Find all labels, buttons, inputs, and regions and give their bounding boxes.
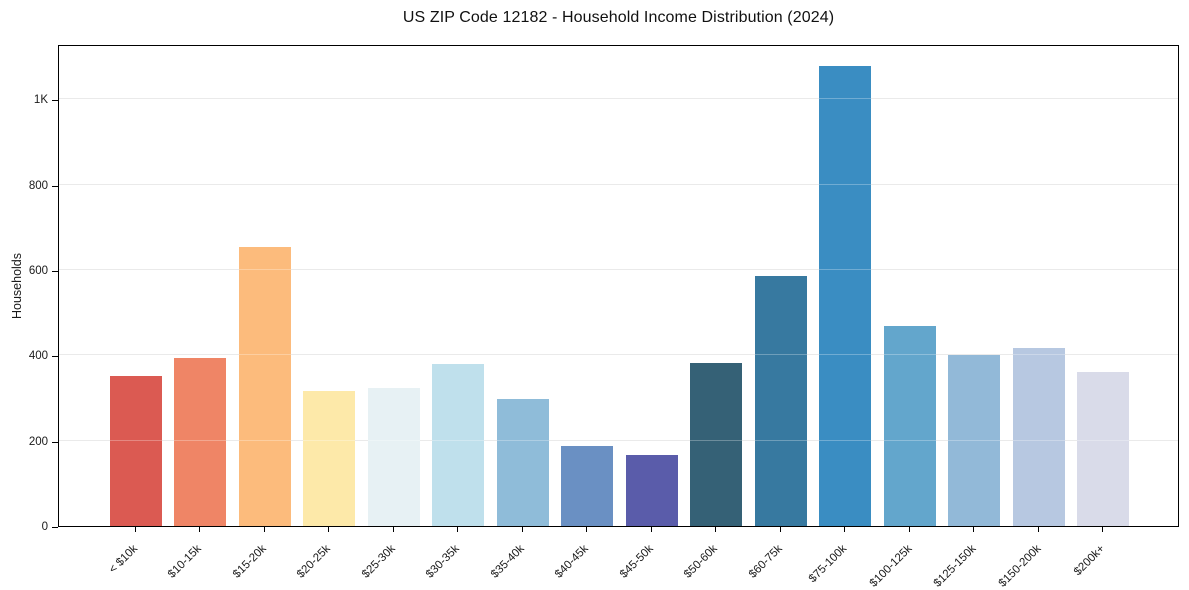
y-tick-label: 800 — [28, 179, 48, 192]
gridline — [59, 269, 1178, 271]
x-tick-mark — [715, 527, 717, 532]
x-tick-label: $30-35k — [424, 542, 463, 581]
bar-$40-45k — [561, 445, 614, 526]
x-tick-mark — [779, 527, 781, 532]
y-tick-mark — [52, 185, 58, 187]
bar-$75-100k — [819, 66, 872, 526]
y-tick-label: 0 — [41, 521, 48, 533]
gridline-overlay — [59, 98, 1178, 100]
bar-$200k+ — [1077, 372, 1130, 526]
chart-title: US ZIP Code 12182 - Household Income Dis… — [402, 9, 835, 26]
gridline-overlay — [59, 439, 1178, 441]
gridline — [59, 439, 1178, 441]
y-tick-mark — [52, 441, 58, 443]
x-tick-mark — [908, 527, 910, 532]
x-tick-label: $25-30k — [359, 542, 398, 581]
x-tick-label: $75-100k — [807, 542, 850, 586]
x-tick-label: $40-45k — [553, 542, 592, 581]
x-tick-mark — [973, 527, 975, 532]
bar-$20-25k — [303, 390, 356, 526]
bar-$45-50k — [625, 455, 678, 526]
x-tick-label: $60-75k — [746, 542, 785, 581]
gridline — [59, 183, 1178, 185]
x-tick-label: $125-150k — [931, 542, 979, 590]
y-tick-mark — [52, 356, 58, 358]
x-tick-label: $10-15k — [166, 542, 205, 581]
x-tick-mark — [1102, 527, 1104, 532]
x-tick-mark — [650, 527, 652, 532]
y-tick-mark — [52, 271, 58, 273]
x-tick-mark — [199, 527, 201, 532]
x-tick-mark — [134, 527, 136, 532]
x-tick-mark — [844, 527, 846, 532]
x-tick-mark — [328, 527, 330, 532]
x-tick-label: $100-125k — [867, 542, 915, 590]
y-tick-label: 600 — [28, 265, 48, 278]
x-tick-mark — [263, 527, 265, 532]
x-tick-mark — [457, 527, 459, 532]
gridline-overlay — [59, 183, 1178, 185]
x-tick-label: $15-20k — [230, 542, 269, 581]
y-tick-label: 400 — [28, 350, 48, 363]
x-tick-mark — [1037, 527, 1039, 532]
bar-< $10k — [109, 376, 162, 526]
x-tick-label: $45-50k — [617, 542, 656, 581]
x-tick-mark — [586, 527, 588, 532]
gridline-overlay — [59, 354, 1178, 356]
gridline — [59, 98, 1178, 100]
bar-$35-40k — [496, 398, 549, 526]
bar-$15-20k — [238, 247, 291, 526]
y-axis-title: Households — [10, 252, 24, 320]
x-tick-mark — [392, 527, 394, 532]
plot-area — [58, 45, 1179, 527]
x-tick-label: $20-25k — [295, 542, 334, 581]
x-tick-label: $50-60k — [682, 542, 721, 581]
bar-$60-75k — [754, 276, 807, 526]
bar-$150-200k — [1012, 347, 1065, 526]
x-tick-mark — [521, 527, 523, 532]
bar-$30-35k — [432, 363, 485, 526]
y-tick-label: 1K — [33, 94, 48, 107]
bar-$100-125k — [883, 325, 936, 526]
x-tick-label: $35-40k — [488, 542, 527, 581]
y-tick-mark — [52, 100, 58, 102]
y-tick-mark — [52, 527, 58, 528]
bar-$125-150k — [948, 354, 1001, 526]
gridline-overlay — [59, 269, 1178, 271]
bar-$50-60k — [690, 363, 743, 526]
y-tick-label: 200 — [28, 435, 48, 448]
bar-$25-30k — [367, 388, 420, 526]
gridline — [59, 354, 1178, 356]
x-tick-label: $200k+ — [1072, 542, 1108, 579]
x-tick-label: < $10k — [106, 542, 140, 576]
bar-$10-15k — [174, 357, 227, 526]
x-tick-label: $150-200k — [996, 542, 1044, 590]
